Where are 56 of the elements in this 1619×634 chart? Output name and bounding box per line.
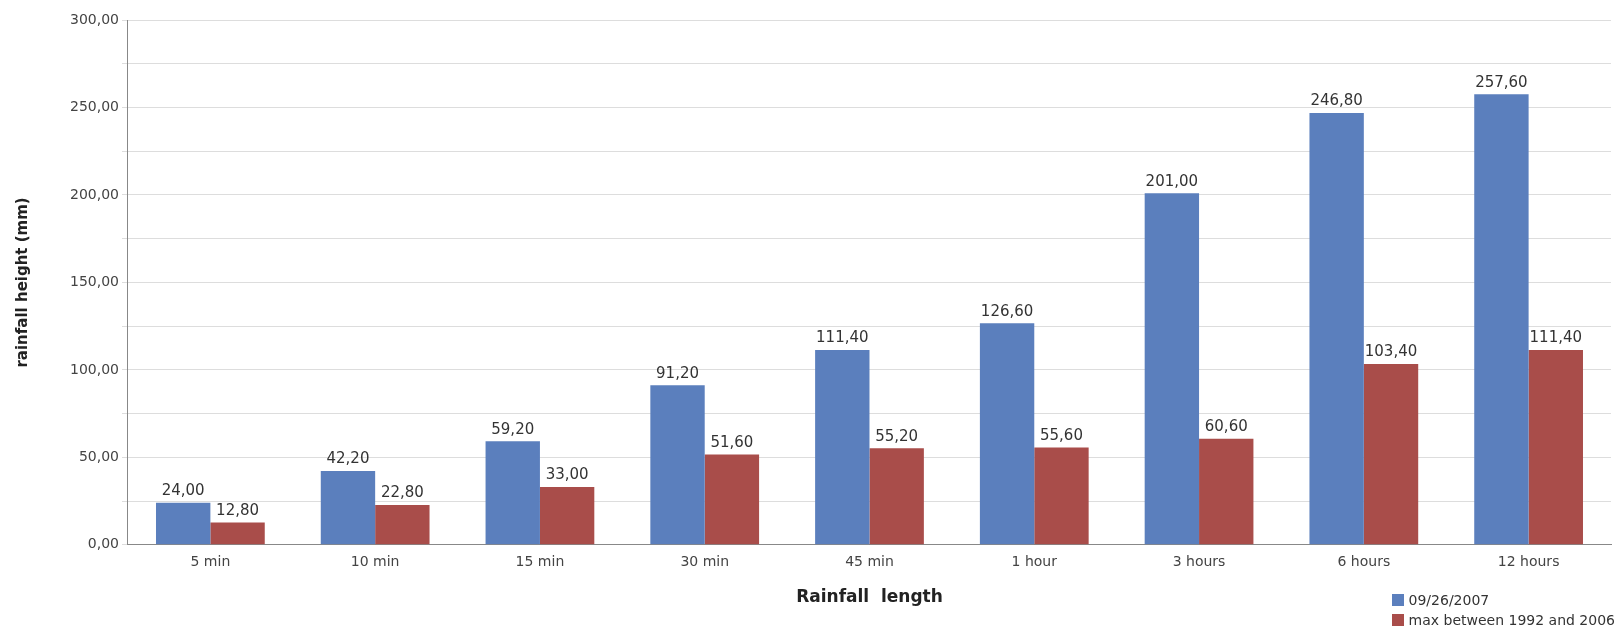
bar xyxy=(650,385,705,545)
data-label: 24,00 xyxy=(161,481,205,500)
bar xyxy=(210,522,265,545)
y-tick-label: 150,00 xyxy=(69,273,119,290)
data-label: 60,60 xyxy=(1204,417,1248,436)
bar xyxy=(1474,94,1529,545)
bar xyxy=(1363,363,1419,545)
y-tick-label: 100,00 xyxy=(69,360,119,377)
bar xyxy=(320,470,376,545)
x-tick-label: 10 min xyxy=(350,552,400,569)
bar xyxy=(704,454,760,545)
data-label: 59,20 xyxy=(491,419,535,438)
data-label: 12,80 xyxy=(216,500,260,519)
x-tick-label: 45 min xyxy=(845,552,894,569)
data-label: 42,20 xyxy=(326,449,370,468)
x-tick-label: 1 hour xyxy=(1011,552,1058,569)
y-tick-label: 250,00 xyxy=(69,98,119,115)
data-label: 55,60 xyxy=(1039,425,1083,444)
bar xyxy=(979,323,1035,545)
x-tick-label: 15 min xyxy=(515,552,565,569)
data-label: 246,80 xyxy=(1310,91,1363,110)
y-axis-title: rainfall height (mm) xyxy=(12,197,31,368)
bar xyxy=(1528,349,1583,545)
bar xyxy=(815,349,870,545)
data-label: 111,40 xyxy=(1529,328,1583,347)
data-label: 201,00 xyxy=(1145,171,1199,190)
x-tick-label: 6 hours xyxy=(1337,552,1391,569)
bar xyxy=(485,441,540,545)
data-label: 51,60 xyxy=(710,432,754,451)
legend-label: 09/26/2007 xyxy=(1408,592,1490,608)
bar xyxy=(869,448,924,545)
x-tick-label: 30 min xyxy=(680,552,730,569)
data-label: 33,00 xyxy=(545,465,589,484)
bar xyxy=(1144,193,1200,545)
data-label: 91,20 xyxy=(656,363,699,382)
bar xyxy=(156,502,211,545)
y-tick-label: 200,00 xyxy=(69,185,119,202)
bar xyxy=(1034,447,1089,545)
x-tick-label: 12 hours xyxy=(1497,552,1560,569)
data-label: 22,80 xyxy=(380,483,424,502)
legend-label: max between 1992 and 2006 xyxy=(1408,612,1615,628)
x-tick-label: 3 hours xyxy=(1172,552,1226,569)
data-label: 126,60 xyxy=(980,301,1034,320)
bar xyxy=(375,504,430,545)
y-tick-label: 300,00 xyxy=(69,10,119,27)
y-tick-label: 0,00 xyxy=(87,535,119,552)
bar xyxy=(539,487,595,545)
bar xyxy=(1199,438,1254,545)
x-axis-title: Rainfall length xyxy=(796,586,943,607)
x-tick-label: 5 min xyxy=(190,552,231,569)
data-label: 55,20 xyxy=(875,426,919,445)
data-label: 111,40 xyxy=(816,328,869,347)
y-tick-label: 50,00 xyxy=(78,447,119,464)
data-label: 257,60 xyxy=(1475,72,1528,91)
bar xyxy=(1309,113,1364,545)
data-label: 103,40 xyxy=(1364,342,1418,361)
